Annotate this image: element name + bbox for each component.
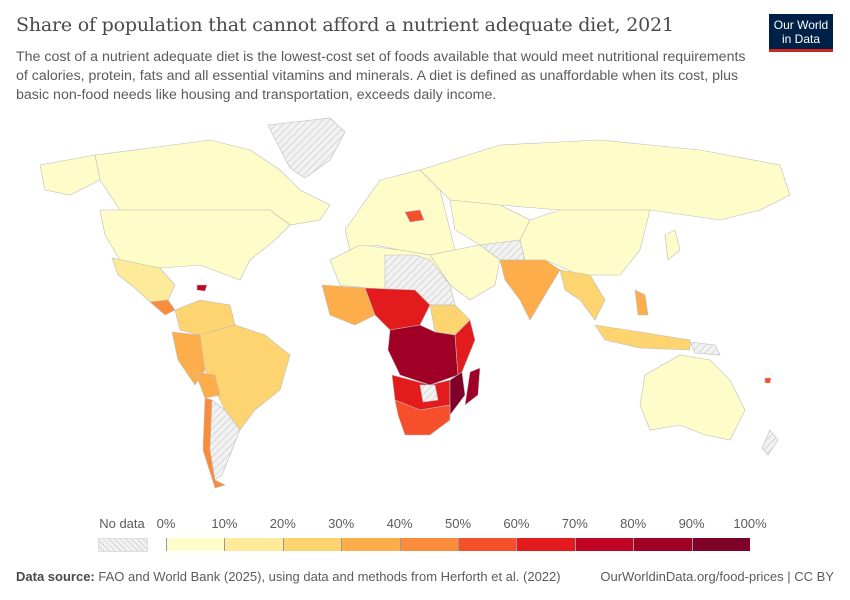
region-greenland[interactable] [267,117,346,179]
region-philippines[interactable] [634,289,649,316]
region-botswana[interactable] [419,384,439,403]
legend-bin-8[interactable] [633,538,692,551]
region-south-africa[interactable] [394,399,451,436]
chart-title: Share of population that cannot afford a… [16,14,674,36]
logo-text: Our World in Data [773,18,829,46]
legend-tick-label: 70% [561,516,588,531]
legend-bin-5[interactable] [458,538,517,551]
footer-url-license[interactable]: OurWorldinData.org/food-prices | CC BY [600,569,834,584]
region-papua[interactable] [689,341,721,356]
world-map [39,117,791,489]
region-central-africa[interactable] [387,324,459,386]
legend-bin-9[interactable] [691,538,750,551]
owid-logo[interactable]: Our World in Data [769,14,833,52]
legend-bin-7[interactable] [574,538,634,551]
region-alaska[interactable] [39,154,101,196]
region-argentina[interactable] [209,399,241,481]
source-label: Data source: [16,569,95,584]
legend-bin-3[interactable] [341,538,400,551]
region-japan[interactable] [664,229,681,261]
legend-bin-2[interactable] [282,538,342,551]
legend-tick-label: 50% [444,516,472,531]
legend-tick-label: 20% [269,516,296,531]
region-bolivia[interactable] [194,371,221,399]
legend-bin-0[interactable] [166,538,225,551]
region-madagascar[interactable] [464,367,481,406]
legend-tick-label: 30% [328,516,355,531]
legend-no-data-swatch[interactable] [98,538,148,552]
region-india[interactable] [499,259,561,321]
region-southeast-asia[interactable] [559,269,606,321]
region-west-africa[interactable] [321,284,376,326]
region-indonesia[interactable] [594,324,691,351]
region-usa[interactable] [99,209,291,281]
region-china[interactable] [519,209,651,276]
legend-bin-4[interactable] [399,538,458,551]
footer-source: Data source: FAO and World Bank (2025), … [16,569,561,584]
region-haiti[interactable] [196,284,208,292]
legend-tick-label: 100% [733,516,767,531]
region-east-africa[interactable] [454,319,476,376]
region-new-zealand[interactable] [761,429,779,456]
legend-tick-label: 10% [211,516,238,531]
source-text: FAO and World Bank (2025), using data an… [98,569,561,584]
legend-tick-label: 80% [620,516,647,531]
legend-bin-6[interactable] [516,538,575,551]
legend-bin-1[interactable] [224,538,283,551]
region-romania[interactable] [404,209,425,223]
chart-subtitle: The cost of a nutrient adequate diet is … [16,49,746,103]
region-fiji[interactable] [764,377,772,384]
legend-tick-label: 40% [386,516,413,531]
legend-no-data-label: No data [99,516,145,531]
legend-tick-label: 0% [156,516,176,531]
legend-tick-label: 60% [503,516,530,531]
legend-tick-label: 90% [678,516,705,531]
region-australia[interactable] [639,354,746,441]
region-central-america[interactable] [149,299,176,316]
region-mozambique[interactable] [449,371,466,416]
region-middle-east[interactable] [429,244,501,301]
